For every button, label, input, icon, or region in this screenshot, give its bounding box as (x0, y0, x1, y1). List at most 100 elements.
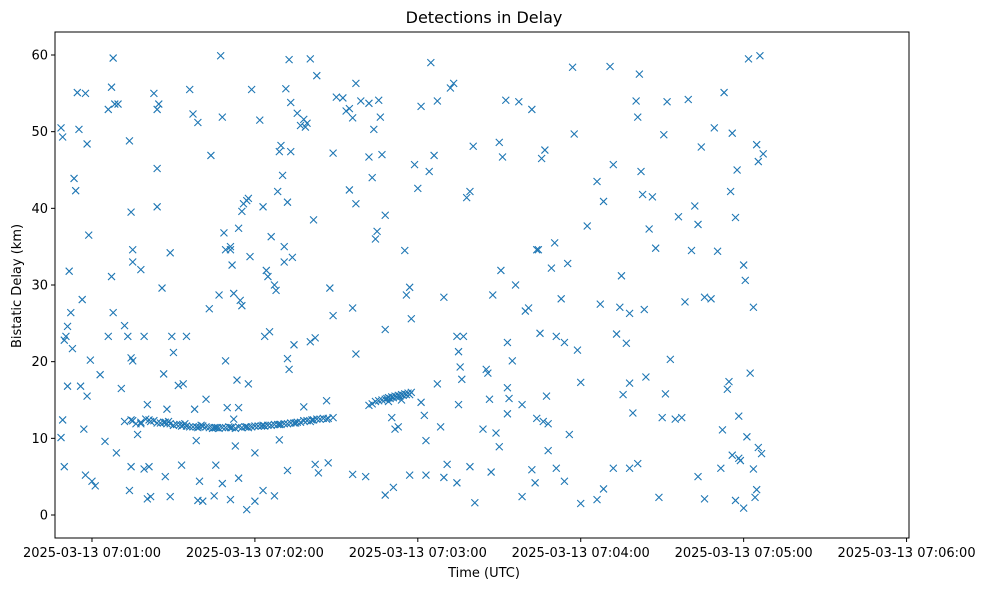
data-point (677, 413, 686, 422)
data-point (128, 245, 137, 254)
data-point (739, 261, 748, 269)
data-point (469, 142, 478, 151)
data-point (127, 416, 135, 424)
data-point (599, 197, 608, 206)
data-point (514, 97, 523, 106)
data-point (163, 405, 171, 414)
data-point (216, 51, 225, 60)
data-point (511, 281, 520, 289)
data-point (296, 121, 305, 130)
data-point (306, 337, 315, 346)
data-point (443, 460, 452, 469)
data-point (311, 460, 320, 469)
data-point (606, 62, 614, 71)
data-point (286, 98, 295, 107)
data-point (552, 332, 561, 341)
data-point (192, 436, 201, 445)
x-tick-label: 2025-03-13 07:04:00 (512, 546, 650, 561)
data-point (158, 284, 166, 292)
data-point (259, 486, 267, 495)
data-point (112, 449, 121, 457)
data-point (371, 235, 380, 243)
data-point (345, 104, 354, 113)
data-point (221, 357, 230, 365)
x-tick-label: 2025-03-13 07:06:00 (838, 546, 976, 561)
data-point (422, 471, 430, 480)
data-point (234, 403, 243, 412)
data-point (635, 70, 644, 79)
data-point (83, 392, 91, 401)
data-point (417, 102, 425, 111)
data-point (728, 129, 737, 138)
data-point (228, 261, 236, 269)
data-point (109, 308, 118, 317)
data-point (65, 267, 74, 276)
data-point (733, 166, 742, 174)
data-point (754, 443, 763, 452)
data-point (312, 71, 321, 80)
data-point (503, 338, 512, 347)
data-point (290, 419, 298, 427)
data-point (172, 420, 181, 429)
y-axis-label: Bistatic Delay (km) (10, 224, 25, 348)
data-point (609, 464, 618, 473)
data-point (400, 246, 409, 255)
data-point (552, 464, 561, 473)
data-point (192, 422, 201, 431)
data-point (62, 332, 70, 341)
data-point (540, 146, 549, 154)
data-point (273, 420, 282, 429)
data-point (661, 389, 670, 398)
data-point (557, 294, 566, 303)
data-point (280, 258, 289, 266)
data-point (299, 403, 308, 411)
data-point (666, 355, 675, 364)
data-point (348, 304, 357, 312)
data-point (394, 422, 403, 431)
x-axis-label: Time (UTC) (447, 566, 520, 581)
data-point (293, 109, 302, 118)
data-point (251, 449, 259, 457)
data-point (332, 93, 341, 102)
y-tick-label: 60 (31, 49, 48, 64)
data-point (84, 231, 93, 240)
data-point (278, 171, 287, 180)
data-point (193, 118, 202, 127)
data-point (123, 332, 132, 341)
data-point (728, 451, 737, 460)
data-point (63, 322, 72, 331)
data-point (101, 437, 109, 446)
data-point (143, 495, 152, 503)
data-point (128, 258, 137, 266)
data-point (754, 157, 763, 166)
data-point (325, 284, 334, 292)
data-point (127, 208, 135, 217)
data-point (164, 417, 173, 426)
data-point (633, 113, 642, 121)
data-point (275, 435, 284, 444)
data-point (76, 382, 85, 391)
data-point (81, 89, 90, 98)
data-point (462, 193, 471, 202)
data-point (524, 304, 533, 312)
data-point (213, 423, 222, 432)
data-point (348, 113, 357, 122)
data-point (161, 472, 170, 481)
y-tick-label: 10 (31, 432, 48, 447)
data-point (453, 478, 461, 487)
data-point (154, 100, 163, 108)
data-point (402, 291, 411, 299)
data-point (671, 415, 680, 424)
data-point (619, 390, 627, 399)
data-point (104, 105, 113, 114)
data-point (109, 54, 118, 62)
data-point (565, 430, 574, 439)
data-point (153, 164, 162, 173)
data-point (231, 442, 240, 450)
data-point (257, 422, 266, 430)
data-point (527, 105, 536, 114)
data-point (270, 491, 279, 500)
data-point (352, 350, 360, 358)
data-point (281, 84, 290, 93)
